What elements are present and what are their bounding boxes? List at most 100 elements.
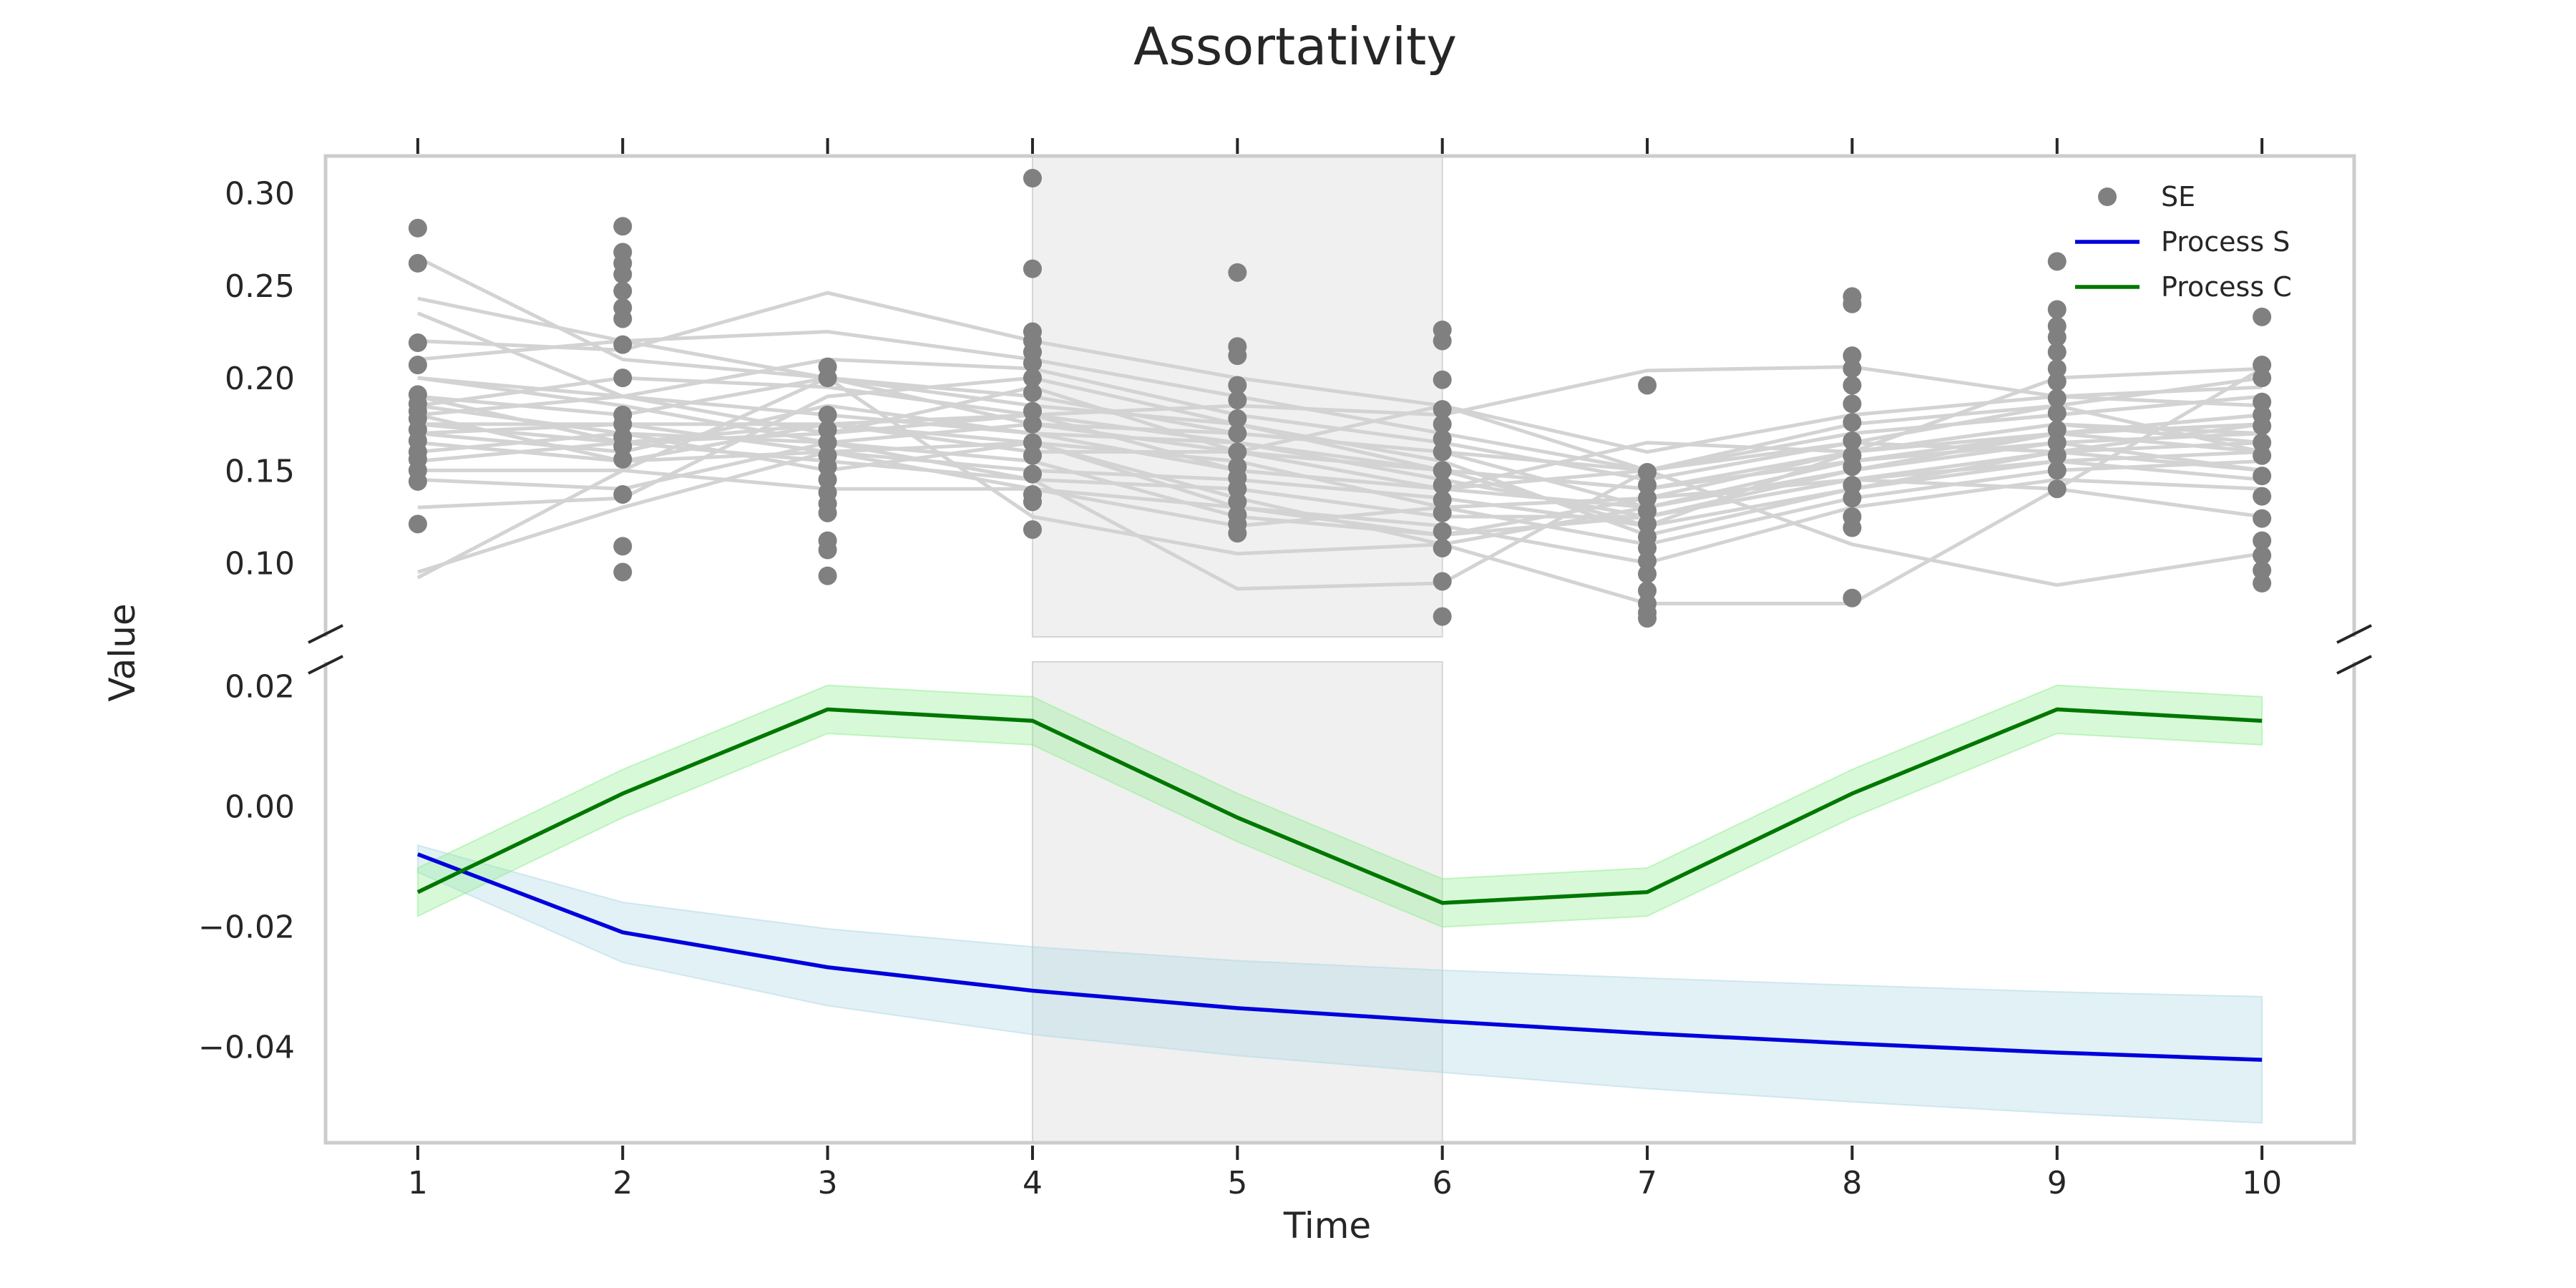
se-point-t6-8 bbox=[1433, 461, 1452, 480]
se-point-t6-4 bbox=[1433, 400, 1452, 419]
se-point-t10-3 bbox=[2253, 369, 2272, 388]
se-point-t10-8 bbox=[2253, 446, 2272, 465]
se-point-t6-10 bbox=[1433, 490, 1452, 509]
se-point-t7-3 bbox=[1638, 476, 1657, 495]
lower-y-tick-label-2: 0.00 bbox=[225, 789, 295, 826]
x-tick-label-10: 10 bbox=[2242, 1165, 2282, 1201]
se-point-t7-5 bbox=[1638, 502, 1657, 521]
legend: SE Process S Process C bbox=[2075, 181, 2292, 303]
se-point-t6-5 bbox=[1433, 414, 1452, 434]
se-point-t9-12 bbox=[2047, 446, 2067, 465]
upper-y-tick-label-1: 0.10 bbox=[225, 546, 295, 582]
se-point-t6-13 bbox=[1433, 538, 1452, 557]
upper-y-tick-label-5: 0.30 bbox=[225, 176, 295, 213]
se-point-t1-14 bbox=[408, 472, 427, 491]
se-point-t7-8 bbox=[1638, 538, 1657, 557]
se-point-t1-4 bbox=[408, 356, 427, 375]
se-point-t10-7 bbox=[2253, 433, 2272, 452]
lower-y-tick-label-4: −0.04 bbox=[198, 1030, 295, 1066]
se-point-t10-11 bbox=[2253, 509, 2272, 528]
se-point-t4-11 bbox=[1023, 433, 1042, 452]
x-tick-label-7: 7 bbox=[1637, 1165, 1657, 1201]
se-point-t10-2 bbox=[2253, 356, 2272, 375]
se-point-t4-16 bbox=[1023, 520, 1042, 540]
se-point-t7-6 bbox=[1638, 514, 1657, 534]
se-point-t9-13 bbox=[2047, 461, 2067, 480]
se-point-t8-6 bbox=[1843, 394, 1862, 414]
x-tick-label-8: 8 bbox=[1842, 1165, 1862, 1201]
se-point-t5-8 bbox=[1228, 442, 1247, 462]
se-point-t10-9 bbox=[2253, 467, 2272, 486]
upper-y-tick-label-2: 0.15 bbox=[225, 453, 295, 489]
axis-break-mark-upper-left bbox=[308, 624, 343, 644]
x-tick-label-2: 2 bbox=[613, 1165, 633, 1201]
se-point-t5-5 bbox=[1228, 391, 1247, 410]
se-point-t3-7 bbox=[818, 457, 837, 477]
se-point-t10-15 bbox=[2253, 574, 2272, 593]
legend-label-process-c: Process C bbox=[2161, 271, 2292, 303]
se-point-t2-5 bbox=[613, 281, 633, 301]
se-point-t2-7 bbox=[613, 309, 633, 328]
se-point-t6-6 bbox=[1433, 429, 1452, 449]
se-point-t10-6 bbox=[2253, 416, 2272, 436]
se-point-t8-2 bbox=[1843, 294, 1862, 313]
process-s-band bbox=[416, 844, 2263, 1124]
se-point-t7-2 bbox=[1638, 462, 1657, 482]
se-point-t6-2 bbox=[1433, 331, 1452, 351]
se-point-t8-8 bbox=[1843, 431, 1862, 451]
se-point-t2-11 bbox=[613, 414, 633, 434]
se-point-t4-6 bbox=[1023, 353, 1042, 373]
upper-y-tick-label-3: 0.20 bbox=[225, 361, 295, 397]
se-point-t2-1 bbox=[613, 217, 633, 236]
se-point-t5-4 bbox=[1228, 376, 1247, 395]
x-tick-label-3: 3 bbox=[818, 1165, 838, 1201]
se-point-t6-15 bbox=[1433, 607, 1452, 626]
se-point-t6-7 bbox=[1433, 442, 1452, 462]
subject-trajectory-25 bbox=[417, 376, 2263, 591]
se-point-t8-7 bbox=[1843, 413, 1862, 432]
se-point-t3-2 bbox=[818, 369, 837, 388]
se-point-t6-14 bbox=[1433, 572, 1452, 591]
process-c-line bbox=[416, 707, 2263, 905]
se-point-t10-4 bbox=[2253, 392, 2272, 411]
shaded-region-lower bbox=[1031, 661, 1443, 1143]
se-point-t9-4 bbox=[2047, 328, 2067, 347]
se-point-t9-5 bbox=[2047, 342, 2067, 361]
se-point-t10-1 bbox=[2253, 307, 2272, 326]
se-point-t7-10 bbox=[1638, 565, 1657, 584]
subject-trajectory-23 bbox=[417, 413, 2263, 537]
se-point-t2-15 bbox=[613, 484, 633, 504]
lower-panel-frame bbox=[323, 662, 2356, 1145]
se-point-t1-2 bbox=[408, 253, 427, 273]
subject-trajectory-4 bbox=[417, 291, 2263, 454]
se-point-t5-15 bbox=[1228, 524, 1247, 543]
axis-break-mark-upper-right bbox=[2336, 624, 2372, 644]
se-point-t10-14 bbox=[2253, 560, 2272, 580]
subject-trajectory-22 bbox=[417, 394, 2263, 491]
se-point-t6-11 bbox=[1433, 503, 1452, 522]
se-point-t2-13 bbox=[613, 436, 633, 456]
se-point-t2-17 bbox=[613, 562, 633, 582]
se-point-t4-1 bbox=[1023, 169, 1042, 188]
se-point-t8-5 bbox=[1843, 376, 1862, 395]
se-point-t10-10 bbox=[2253, 487, 2272, 506]
se-point-t9-1 bbox=[2047, 252, 2067, 271]
axis-break-mark-lower-left bbox=[308, 655, 343, 675]
se-point-t3-11 bbox=[818, 503, 837, 522]
se-point-t7-14 bbox=[1638, 609, 1657, 628]
plot-area: 1 2 3 4 5 6 7 8 9 10 0.10 0.15 0.20 0.25 0.30 0.02 0.00 −… bbox=[198, 138, 2372, 1201]
se-point-t2-8 bbox=[613, 335, 633, 354]
se-point-t9-8 bbox=[2047, 389, 2067, 408]
subject-trajectory-24 bbox=[417, 422, 2263, 528]
se-point-t5-1 bbox=[1228, 263, 1247, 282]
se-point-t8-12 bbox=[1843, 489, 1862, 508]
se-point-t3-8 bbox=[818, 470, 837, 489]
se-point-t6-3 bbox=[1433, 370, 1452, 389]
subject-trajectory-14 bbox=[417, 441, 2263, 519]
axis-break-mark-lower-right bbox=[2336, 655, 2372, 675]
se-point-t7-11 bbox=[1638, 581, 1657, 600]
se-point-t3-4 bbox=[818, 420, 837, 439]
se-point-t4-2 bbox=[1023, 259, 1042, 278]
upper-y-tick-label-4: 0.25 bbox=[225, 268, 295, 305]
